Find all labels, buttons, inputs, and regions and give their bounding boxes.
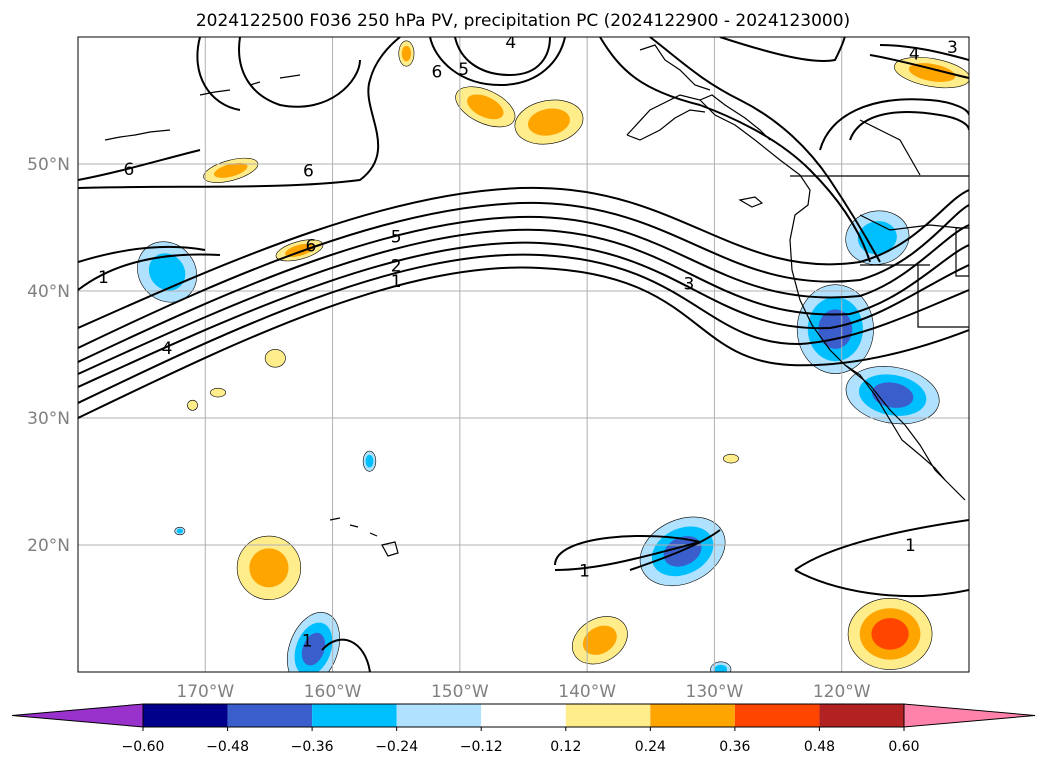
- contour-label: 6: [303, 161, 314, 181]
- colorbar-tick-label: −0.60: [122, 739, 165, 755]
- lat-tick-label: 50°N: [27, 155, 70, 175]
- lon-tick-label: 160°W: [304, 682, 362, 702]
- lat-tick-label: 30°N: [27, 409, 70, 429]
- precip-blob: [187, 399, 198, 411]
- contour-label: 1: [579, 561, 590, 581]
- precip-blob: [710, 661, 732, 672]
- precip-level: [187, 399, 198, 411]
- precip-blob: [847, 598, 933, 670]
- contour-label: 3: [684, 274, 695, 294]
- precip-level: [401, 45, 412, 62]
- colorbar-tick-label: 0.48: [804, 739, 835, 755]
- colorbar-tick-labels: −0.60 −0.48 −0.36 −0.24 −0.12 0.12 0.24 0.36 0.4…: [122, 727, 920, 755]
- colorbar-segment: [396, 704, 482, 727]
- contour-label: 3: [947, 38, 958, 58]
- precip-blob: [845, 366, 940, 425]
- precip-level: [365, 454, 374, 468]
- contour-label: 5: [391, 227, 402, 247]
- precip-blob: [236, 535, 302, 600]
- colorbar-tick-label: 0.36: [719, 739, 750, 755]
- map-frame: [77, 36, 970, 673]
- contour-label: 6: [124, 160, 135, 180]
- contour-label: 1: [391, 272, 402, 292]
- colorbar-tick-label: −0.48: [206, 739, 249, 755]
- colorbar-segment: [650, 704, 735, 727]
- precip-blob: [362, 450, 377, 472]
- contour-label: 1: [905, 536, 916, 556]
- lon-tick-label: 130°W: [686, 682, 744, 702]
- contour-label: 5: [458, 60, 469, 80]
- lat-tick-label: 20°N: [27, 536, 70, 556]
- precip-level: [714, 664, 728, 672]
- colorbar-segment: [819, 704, 904, 727]
- colorbar-segment: [734, 704, 820, 727]
- precip-level: [249, 548, 289, 588]
- precip-level: [908, 63, 956, 82]
- precip-level: [871, 618, 909, 650]
- colorbar-tick-label: 0.60: [888, 739, 919, 755]
- colorbar: [11, 703, 1036, 728]
- contour-label: 6: [432, 62, 443, 82]
- precip-blob: [174, 526, 186, 536]
- longitude-tick-labels: 170°W 160°W 150°W 140°W 130°W 120°W: [176, 682, 870, 702]
- precip-level: [210, 387, 226, 398]
- precipitation-field: [137, 40, 969, 672]
- precip-level: [723, 453, 739, 464]
- pv-contours: [78, 37, 969, 672]
- lon-tick-label: 140°W: [558, 682, 616, 702]
- precip-blob: [398, 40, 415, 67]
- colorbar-tick-label: −0.36: [291, 739, 334, 755]
- precip-level: [264, 349, 286, 368]
- precip-level: [148, 253, 186, 291]
- precip-blob: [264, 349, 286, 368]
- precip-level: [214, 162, 248, 178]
- map-gridlines: [78, 37, 969, 672]
- colorbar-tick-label: −0.12: [460, 739, 503, 755]
- precip-blob: [572, 616, 628, 665]
- precip-level: [582, 625, 617, 655]
- contour-label: 2: [391, 257, 402, 277]
- lon-tick-label: 120°W: [813, 682, 871, 702]
- contour-label: 1: [302, 631, 313, 651]
- contour-label: 1: [98, 268, 109, 288]
- colorbar-segment: [143, 704, 228, 727]
- precip-level: [176, 528, 183, 534]
- contour-label: 6: [306, 236, 317, 256]
- latitude-tick-labels: 20°N 30°N 40°N 50°N: [27, 155, 70, 556]
- precip-blob: [796, 284, 874, 374]
- colorbar-tick-label: 0.12: [550, 739, 581, 755]
- precip-blob: [210, 387, 226, 398]
- precip-level: [871, 382, 914, 408]
- chart-title: 2024122500 F036 250 hPa PV, precipitatio…: [196, 11, 850, 31]
- colorbar-segment: [312, 704, 397, 727]
- colorbar-segment: [481, 704, 566, 727]
- contour-label: 4: [505, 33, 516, 53]
- precip-blob: [845, 210, 910, 265]
- precip-level: [467, 94, 504, 120]
- precip-level: [818, 309, 853, 349]
- precip-blob: [723, 453, 739, 464]
- lon-tick-label: 150°W: [431, 682, 489, 702]
- colorbar-tick-label: −0.24: [375, 739, 418, 755]
- precip-blob: [455, 86, 516, 128]
- colorbar-segment: [565, 704, 651, 727]
- colorbar-segment: [227, 704, 313, 727]
- precip-blob: [514, 99, 584, 145]
- colorbar-frame: [142, 703, 905, 728]
- precip-level: [528, 108, 570, 136]
- lat-tick-label: 40°N: [27, 282, 70, 302]
- precip-level: [301, 632, 326, 666]
- contour-label: 4: [162, 339, 173, 359]
- precip-level: [857, 221, 897, 255]
- precip-blob: [286, 612, 340, 672]
- contour-label: 4: [909, 45, 920, 65]
- lon-tick-label: 170°W: [176, 682, 234, 702]
- colorbar-tick-label: 0.24: [635, 739, 666, 755]
